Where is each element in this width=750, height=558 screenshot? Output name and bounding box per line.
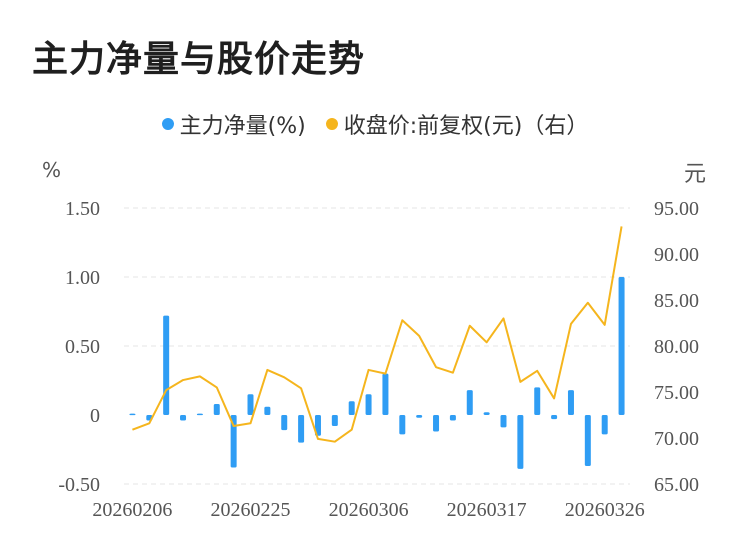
legend-bar-label: 主力净量(%) [179, 114, 306, 139]
bar [534, 387, 541, 415]
bar [314, 415, 321, 436]
bar [483, 412, 490, 415]
bar [196, 413, 203, 416]
left-tick-label: 0 [90, 405, 100, 427]
bar [449, 415, 456, 421]
right-tick-label: 90.00 [654, 244, 699, 266]
left-axis-unit: % [42, 158, 62, 182]
bar [433, 415, 440, 432]
left-tick-label: 0.50 [65, 336, 100, 358]
x-tick-label: 20260206 [92, 499, 172, 521]
right-axis-ticks: 95.00 90.00 85.00 80.00 75.00 70.00 65.00 [654, 198, 699, 496]
bar [517, 415, 524, 469]
left-axis-ticks: 1.50 1.00 0.50 0 -0.50 [58, 198, 100, 496]
bar [601, 415, 608, 435]
right-tick-label: 85.00 [654, 290, 699, 312]
right-tick-label: 65.00 [654, 474, 699, 496]
bar [399, 415, 406, 435]
legend-item-line[interactable]: 收盘价:前复权(元)（右） [325, 108, 589, 140]
legend-line-marker [325, 118, 338, 130]
chart-title: 主力净量与股价走势 [32, 39, 366, 80]
bar [382, 373, 389, 415]
bar [618, 277, 625, 415]
bar [163, 315, 170, 415]
bar [180, 415, 187, 421]
bar [298, 415, 305, 443]
bar [348, 401, 355, 415]
bar [567, 390, 574, 415]
left-tick-label: -0.50 [58, 474, 100, 496]
bar [213, 403, 220, 415]
left-tick-label: 1.50 [65, 198, 100, 220]
price-line [132, 226, 623, 443]
bar [281, 415, 288, 431]
bar-series [129, 277, 625, 469]
bar [500, 415, 507, 428]
legend-item-bar[interactable]: 主力净量(%) [161, 108, 306, 140]
x-tick-label: 20260326 [565, 499, 645, 521]
bar [247, 394, 254, 415]
right-tick-label: 70.00 [654, 428, 699, 450]
bar [584, 415, 591, 467]
grid-lines [124, 207, 630, 485]
bar [365, 394, 372, 415]
right-axis-unit: 元 [684, 162, 707, 187]
bar [551, 415, 558, 420]
left-tick-label: 1.00 [65, 267, 100, 289]
x-tick-label: 20260225 [211, 499, 291, 521]
x-tick-label: 20260317 [447, 499, 527, 521]
right-tick-label: 95.00 [654, 198, 699, 220]
bar [264, 406, 271, 415]
x-axis-ticks: 20260206 20260225 20260306 20260317 20260326 [92, 499, 644, 521]
chart-legend: 主力净量(%) 收盘价:前复权(元)（右） [0, 108, 750, 140]
right-tick-label: 80.00 [654, 336, 699, 358]
bar [129, 413, 136, 416]
line-series [132, 226, 623, 443]
bar [331, 415, 338, 427]
right-tick-label: 75.00 [654, 382, 699, 404]
bar [466, 390, 473, 415]
bar [416, 415, 423, 418]
x-tick-label: 20260306 [329, 499, 409, 521]
legend-line-label: 收盘价:前复权(元)（右） [343, 114, 589, 139]
legend-bar-marker [161, 118, 174, 130]
bar [230, 415, 237, 468]
